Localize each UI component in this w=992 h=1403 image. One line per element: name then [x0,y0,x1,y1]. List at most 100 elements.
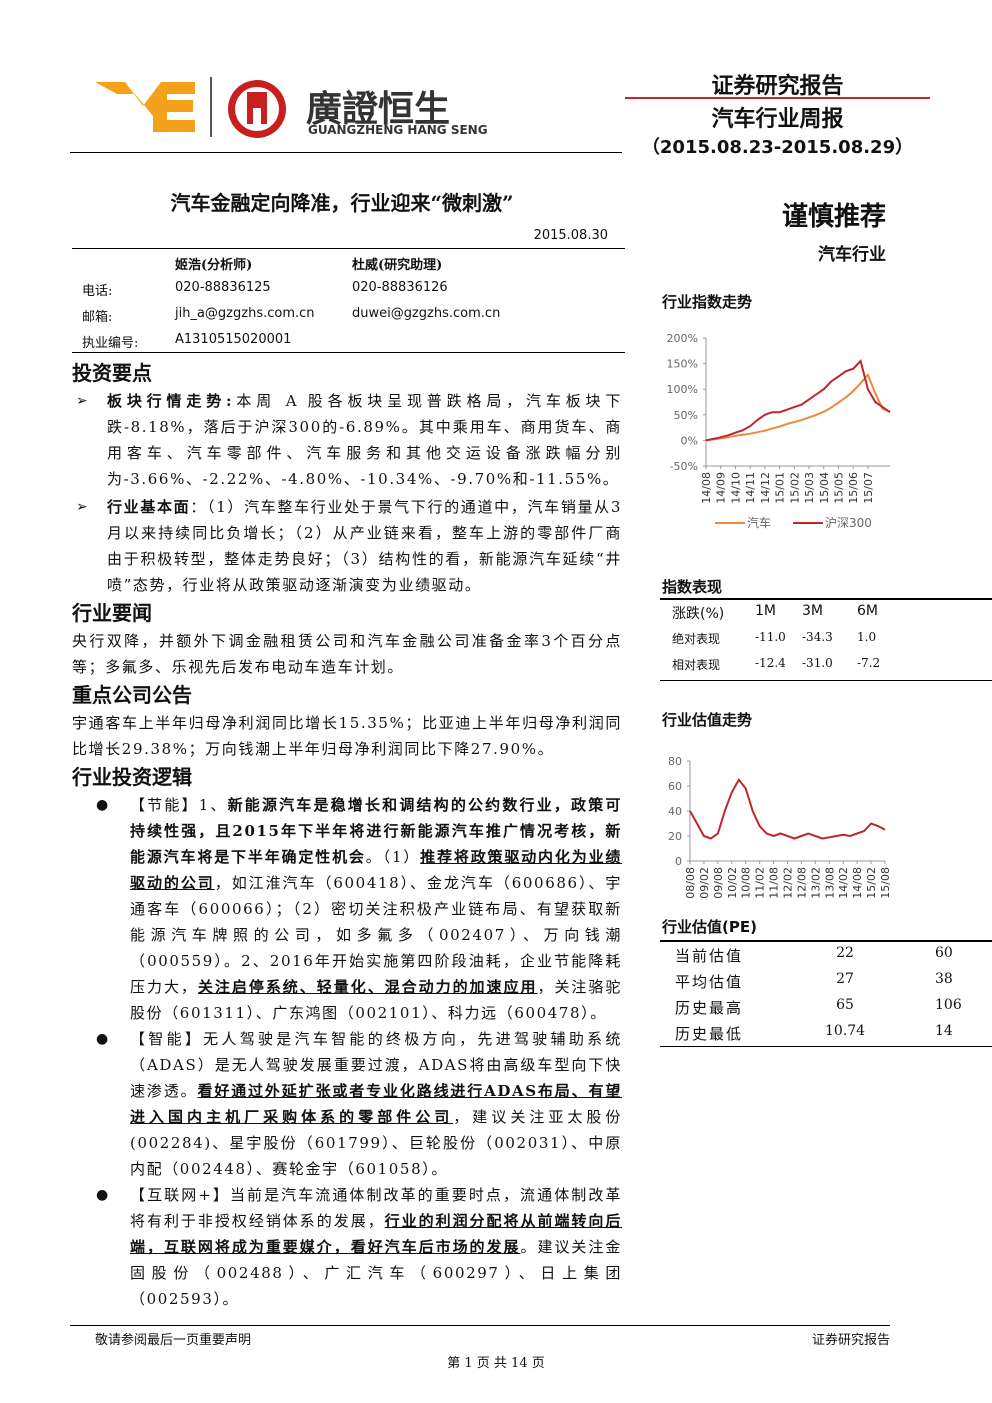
x-tick-label: 15/02 [788,472,801,504]
y-tick-label: 40 [668,805,682,818]
x-tick-label: 15/01 [774,472,787,504]
chart-title: 行业估值走势 [662,711,753,729]
doc-subtitle: 汽车行业周报 [711,107,844,132]
x-tick-label: 15/04 [818,472,831,504]
rule [660,1046,992,1047]
x-tick-label: 15/08 [879,867,892,899]
x-tick-label: 14/12 [759,472,772,504]
x-tick-label: 15/02 [865,867,878,899]
rating-sector: 汽车行业 [818,245,886,265]
table-cell: -34.3 [802,630,833,644]
table-cell: 历史最高 [675,999,744,1017]
table-title: 行业估值(PE) [662,918,757,936]
y-tick-label: 60 [668,780,682,793]
table-cell: -31.0 [802,656,833,670]
brand-en: GUANGZHENG HANG SENG [308,123,488,137]
body: 投资要点 ➢ 板块行情走势:本周 A 股各板块呈现普跌格局，汽车板块下跌-8.18%… [72,358,622,1312]
bullet: ● [96,1031,110,1047]
y-tick-label: 0% [681,434,698,447]
x-tick-label: 14/08 [700,472,713,504]
x-tick-label: 11/02 [754,867,767,899]
y-tick-label: 20 [668,830,682,843]
text-run: ，如江淮汽车（600418）、金龙汽车（600686）、宇通客车（600066）… [130,874,622,996]
rule [660,598,992,600]
table-cell: 1.0 [857,630,877,644]
section-heading: 重点公司公告 [72,683,192,707]
x-tick-label: 14/02 [837,867,850,899]
footer-label: 证券研究报告 [811,1333,890,1348]
table-cell: 历史最低 [675,1025,744,1043]
table-cell: -12.4 [755,656,786,670]
contact-value: 020-88836126 [352,280,448,295]
logo-mark [95,77,212,137]
text-run: 推荐将政策驱动内化为业绩驱动的公司 [130,848,623,892]
text-run: 央行双降，并额外下调金融租赁公司和汽车金融公司准备金率3个百分点等；多氟多、乐视… [72,632,622,676]
x-tick-label: 14/10 [729,472,742,504]
footer-notice: 敬请参阅最后一页重要声明 [95,1333,252,1348]
table-cell: 14 [935,1023,953,1039]
brand: 廣證恒生 [306,88,451,130]
x-tick-label: 12/02 [782,867,795,899]
table-cell: -11.0 [755,630,786,644]
text-run: 关注启停系统、轻量化、混合动力的加速应用 [197,978,538,996]
table-cell: 65 [836,997,854,1013]
rule [72,352,625,353]
contact-value: jih_a@gzgzhs.com.cn [175,306,315,321]
table-cell: 22 [836,945,854,961]
rule [72,248,625,249]
x-tick-label: 12/08 [795,867,808,899]
table-cell: -7.2 [857,656,881,670]
doc-period: （2015.08.23-2015.08.29） [641,137,914,158]
y-tick-label: -50% [670,460,698,473]
paragraph: 宇通客车上半年归母净利润同比增长15.35%；比亚迪上半年归母净利润同比增长29… [72,710,622,762]
y-tick-label: 100% [667,383,698,396]
text-run: 本周 A 股各板块呈现普跌格局，汽车板块下跌-8.18%，落后于沪深300的-6… [107,392,622,488]
text-run: ，建议关注亚太股份(002284)、星宇股份（601799）、巨轮股份（0020… [130,1108,623,1178]
report-date: 2015.08.30 [533,228,608,243]
text-run: 【互联网+】当前是汽车流通体制改革的重要时点，流通体制改革将有利于非授权经销体系… [130,1186,622,1230]
table-cell: 60 [935,945,953,961]
table-cell: 绝对表现 [672,632,721,646]
contact-label: 邮箱: [82,310,113,325]
line-series [705,373,891,442]
x-tick-label: 13/02 [809,867,822,899]
paragraph: ➢ 板块行情走势:本周 A 股各板块呈现普跌格局，汽车板块下跌-8.18%，落后于… [72,388,622,492]
x-tick-label: 08/08 [684,867,697,899]
rating: 谨慎推荐 [781,202,886,232]
x-tick-label: 09/08 [712,867,725,899]
text-run: 新能源汽车是稳增长和调结构的公约数行业，政策可持续性强，且2015年下半年将进行… [130,796,622,866]
page-number: 第 1 页 共 14 页 [447,1356,545,1371]
text-run: 【节能】1、 [130,796,228,814]
x-tick-label: 10/08 [740,867,753,899]
x-tick-label: 14/11 [744,472,757,504]
x-tick-label: 13/08 [823,867,836,899]
index-chart: -50%0%50%100%150%200%14/08 14/09 14/10 14/1… [667,332,891,530]
x-tick-label: 15/07 [862,472,875,504]
bullet: ➢ [76,393,90,409]
legend-label: 沪深300 [825,516,872,530]
bullet: ● [96,1187,110,1203]
line-series [689,778,886,840]
text-run: ：（1）汽车整车行业处于景气下行的通道中，汽车销量从3月以来持续同比负增长；（2… [107,498,622,594]
text-run: 宇通客车上半年归母净利润同比增长15.35%；比亚迪上半年归母净利润同比增长29… [72,714,622,758]
text-run: 行业的利润分配将从前端转向后端，互联网将成为重要媒介，看好汽车后市场的发展 [130,1212,622,1256]
doc-type: 证券研究报告 [711,74,844,99]
logo-seal [228,80,286,138]
text-run: 板块行情走势: [107,392,234,410]
table-cell: 相对表现 [672,658,721,672]
table-cell: 38 [935,971,953,987]
rule [660,940,992,942]
y-tick-label: 0 [675,855,682,868]
contact-label: 电话: [82,284,113,299]
section-heading: 行业投资逻辑 [72,765,192,789]
table-cell: 106 [935,997,962,1013]
table-cell: 当前估值 [675,947,744,965]
bullet: ● [96,797,110,813]
y-tick-label: 80 [668,755,682,768]
line-series [705,359,891,442]
section-heading: 投资要点 [72,361,152,385]
table-header: 3M [802,603,823,619]
paragraph: ● 【智能】无人驾驶是汽车智能的终极方向，先进驾驶辅助系统（ADAS）是无人驾驶发… [72,1026,622,1182]
